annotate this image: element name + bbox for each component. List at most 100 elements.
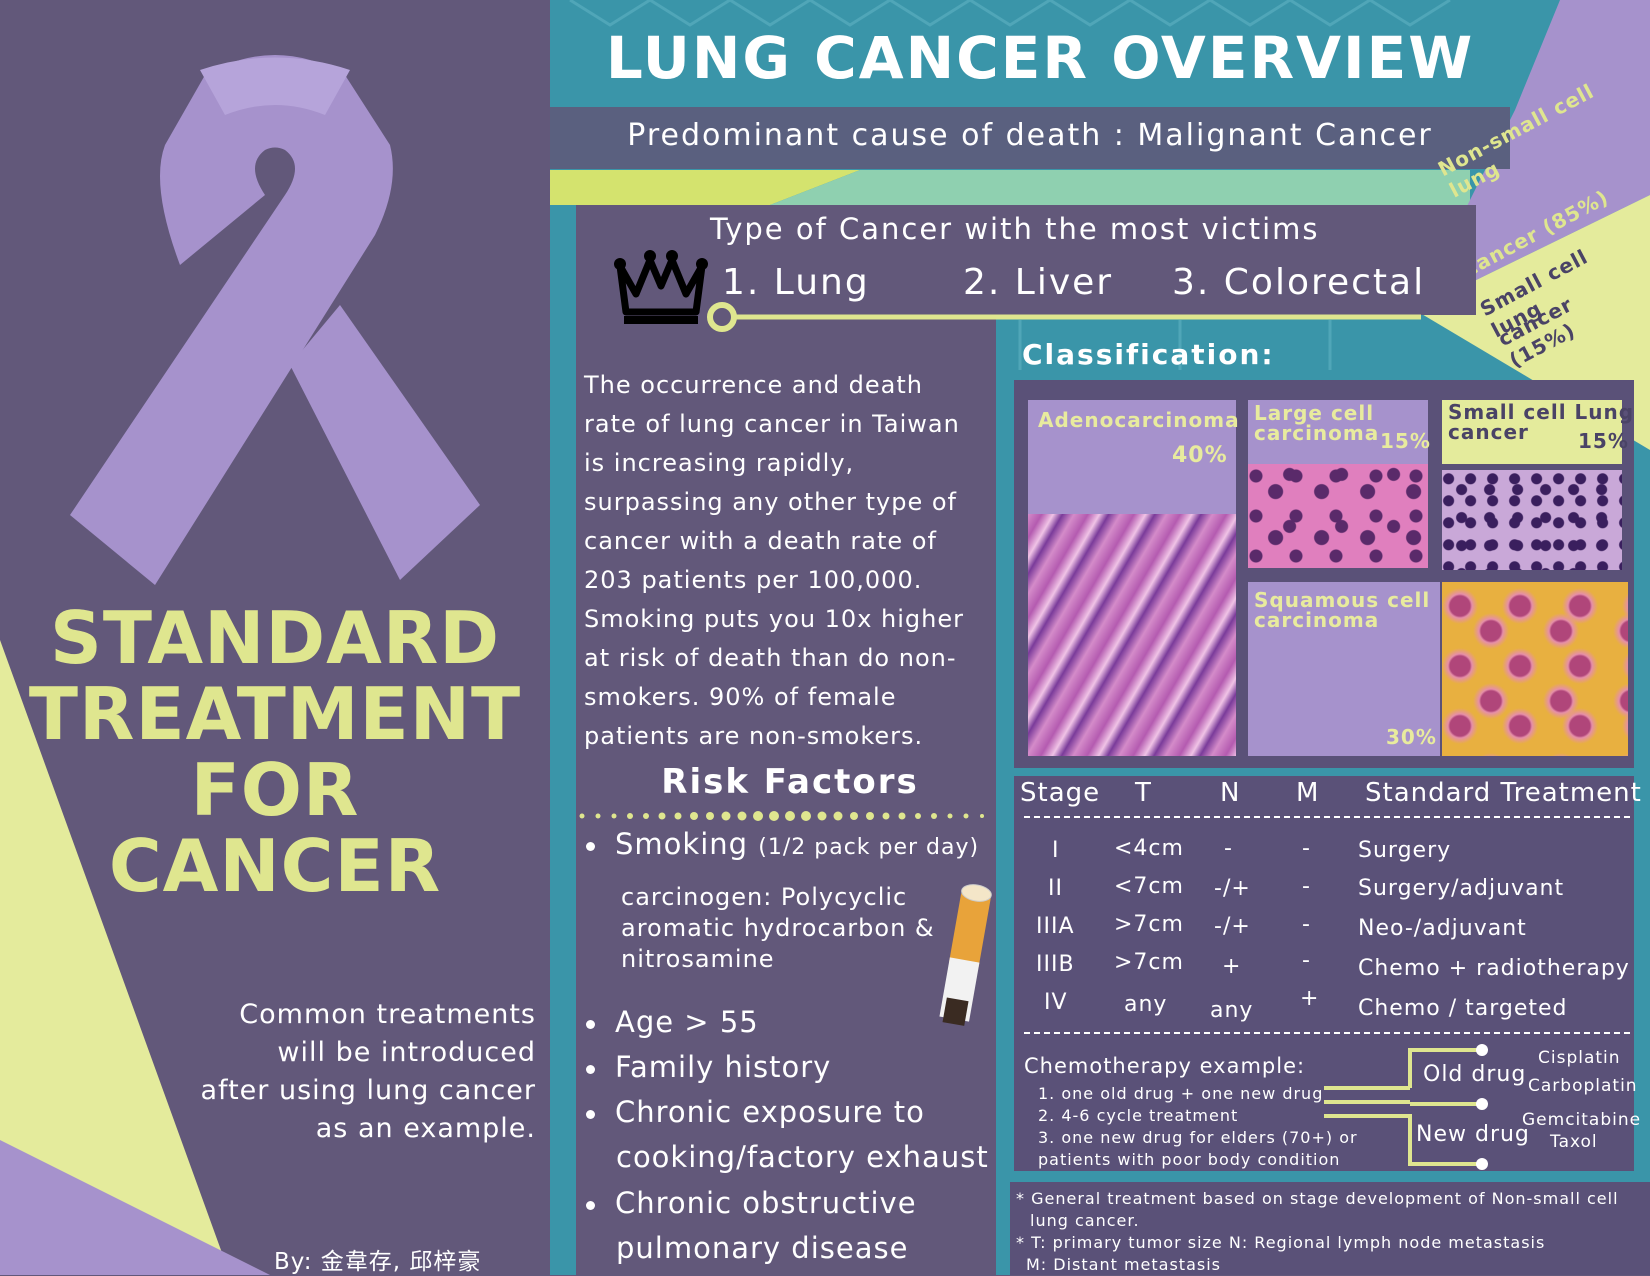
chemo-item: 2. 4-6 cycle treatment <box>1038 1106 1239 1125</box>
drug-connector-lines <box>1324 1044 1488 1170</box>
drug-taxol: Taxol <box>1550 1132 1598 1152</box>
drug-carboplatin: Carboplatin <box>1528 1076 1638 1096</box>
squamous-label-2: carcinoma <box>1254 608 1380 632</box>
small-cell-label-1: Small cell Lung <box>1448 400 1635 424</box>
cell-n: -/+ <box>1214 876 1251 901</box>
left-panel: STANDARD TREATMENT FOR CANCER Common tre… <box>0 0 550 1275</box>
adenocarcinoma-pct: 40% <box>1172 443 1228 468</box>
type-item-lung: 1. Lung <box>722 262 870 303</box>
cigarette-icon <box>939 884 992 1026</box>
main-title-line-2: TREATMENT <box>28 672 522 756</box>
small-cell-card <box>1442 400 1622 464</box>
cell-n: - <box>1224 836 1233 861</box>
large-cell-card <box>1248 400 1428 464</box>
risk-smoking-label: Smoking <box>615 827 749 861</box>
risk-item-age: Age > 55 <box>586 1000 759 1045</box>
cell-treatment: Surgery <box>1358 838 1452 863</box>
main-title-line-1: STANDARD <box>49 596 501 680</box>
cell-stage: IV <box>1044 990 1068 1015</box>
type-item-colorectal: 3. Colorectal <box>1172 262 1426 303</box>
intro-line: will be introduced <box>277 1037 536 1068</box>
risk-smoking-detail: (1/2 pack per day) <box>758 835 980 860</box>
footnote-panel <box>1010 1182 1650 1275</box>
cell-t: >7cm <box>1114 950 1184 975</box>
risk-item-exposure: Chronic exposure to <box>586 1090 925 1135</box>
header-title: LUNG CANCER OVERVIEW <box>605 24 1475 92</box>
byline: By: 金韋存, 邱梓豪 <box>274 1249 482 1275</box>
large-cell-pct: 15% <box>1380 429 1431 453</box>
adenocarcinoma-histology-image <box>1028 514 1236 756</box>
table-header-stage: Stage <box>1020 778 1101 808</box>
bullet-dot <box>586 841 595 851</box>
left-background-shapes <box>0 640 270 1275</box>
classification-title: Classification: <box>1022 338 1275 371</box>
cell-treatment: Chemo / targeted <box>1358 996 1568 1021</box>
cell-t: >7cm <box>1114 912 1184 937</box>
drug-gemcitabine: Gemcitabine <box>1522 1110 1642 1130</box>
cell-n: -/+ <box>1214 914 1251 939</box>
main-title-line-3: FOR <box>190 748 360 832</box>
bullet-dot <box>586 1109 595 1119</box>
table-divider-top <box>1024 816 1630 818</box>
large-cell-label-2: carcinoma <box>1254 421 1380 445</box>
cell-stage: IIIB <box>1036 952 1075 977</box>
carcinogen-line: nitrosamine <box>621 945 775 973</box>
new-drug-label: New drug <box>1416 1122 1530 1147</box>
footnote-line: lung cancer. <box>1030 1211 1140 1230</box>
bullet-dot <box>586 1064 595 1074</box>
table-header-m: M <box>1296 778 1320 808</box>
squamous-pct: 30% <box>1386 725 1437 749</box>
cell-m: - <box>1302 912 1311 937</box>
intro-text: Common treatments will be introduced aft… <box>156 996 536 1148</box>
chemo-item: 3. one new drug for elders (70+) or <box>1038 1128 1358 1147</box>
crown-icon <box>614 250 708 324</box>
risk-item-copd: Chronic obstructive <box>586 1181 917 1226</box>
ribbon-icon <box>70 55 480 585</box>
middle-column-panel <box>576 205 996 1275</box>
small-cell-label-2: cancer <box>1448 420 1529 444</box>
intro-line: Common treatments <box>239 999 536 1030</box>
risk-item-label: Chronic obstructive <box>615 1186 917 1220</box>
adenocarcinoma-label: Adenocarcinoma <box>1038 408 1240 432</box>
drug-cisplatin: Cisplatin <box>1538 1048 1621 1068</box>
cell-treatment: Chemo + radiotherapy <box>1358 956 1630 981</box>
footnote-line: * General treatment based on stage devel… <box>1016 1189 1619 1208</box>
risk-item-label: Age > 55 <box>615 1005 759 1039</box>
intro-line: as an example. <box>315 1113 536 1144</box>
risk-item-label: Family history <box>615 1050 832 1084</box>
cell-stage: I <box>1052 838 1060 863</box>
chemo-item: patients with poor body condition <box>1038 1150 1341 1169</box>
main-title-line-4: CANCER <box>108 824 442 908</box>
header-subtitle: Predominant cause of death : Malignant C… <box>627 118 1433 153</box>
table-divider-bottom <box>1024 1032 1630 1034</box>
bullet-dot <box>586 1200 595 1210</box>
types-heading: Type of Cancer with the most victims <box>710 212 1320 246</box>
cell-m: - <box>1302 948 1311 973</box>
risk-item-smoking: Smoking (1/2 pack per day) <box>586 822 979 870</box>
risk-item-exposure-cont: cooking/factory exhaust <box>616 1140 989 1174</box>
table-header-n: N <box>1220 778 1241 808</box>
cell-t: any <box>1124 992 1168 1017</box>
risk-item-copd-cont: pulmonary disease <box>616 1231 909 1265</box>
table-header-t: T <box>1135 778 1152 808</box>
footnote-line: M: Distant metastasis <box>1026 1255 1221 1274</box>
timeline-line <box>707 302 1421 332</box>
cell-m: - <box>1302 836 1311 861</box>
small-cell-histology-image <box>1442 470 1622 570</box>
cell-stage: IIIA <box>1036 914 1075 939</box>
risk-item-family: Family history <box>586 1045 831 1090</box>
subtitle-bar <box>550 107 1510 169</box>
old-drug-label: Old drug <box>1423 1062 1527 1087</box>
cell-n: + <box>1222 954 1242 979</box>
cell-treatment: Surgery/adjuvant <box>1358 876 1565 901</box>
footnote-line: * T: primary tumor size N: Regional lymp… <box>1016 1233 1546 1252</box>
bullet-dot <box>586 1019 595 1029</box>
dotted-divider <box>579 811 984 821</box>
cell-m: + <box>1300 986 1320 1011</box>
chemo-item: 1. one old drug + one new drug <box>1038 1084 1324 1103</box>
type-item-liver: 2. Liver <box>963 262 1114 303</box>
risk-factors-title: Risk Factors <box>661 762 919 802</box>
cell-n: any <box>1210 998 1254 1023</box>
intro-paragraph: The occurrence and death rate of lung ca… <box>584 371 964 750</box>
squamous-label-1: Squamous cell <box>1254 588 1431 612</box>
